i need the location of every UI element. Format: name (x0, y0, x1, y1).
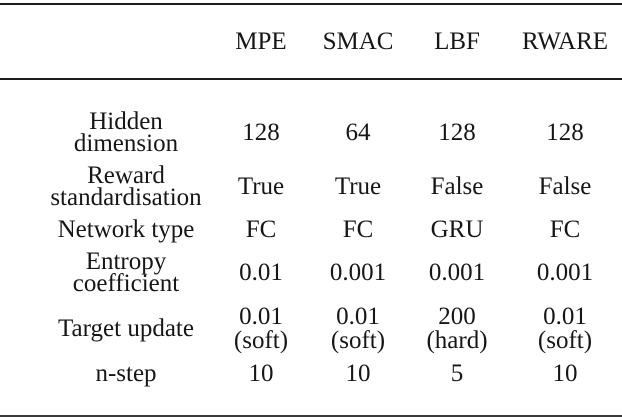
column-header-rware: RWARE (521, 27, 609, 55)
cell-value: 0.001 (428, 259, 486, 286)
cell-value: False (538, 173, 592, 200)
table-row-target-update: Target update 0.01 (soft) 0.01 (soft) 20… (0, 300, 622, 358)
cell-value: 10 (552, 360, 578, 387)
row-label: n-step (95, 360, 157, 387)
table-bottom-rule (0, 415, 622, 417)
column-header-smac: SMAC (322, 27, 394, 55)
table-body: Hidden dimension 128 64 128 128 Reward s… (0, 80, 622, 415)
cell-value: 0.01 (soft) (233, 303, 289, 354)
cell-value: 5 (450, 360, 464, 387)
cell-value: 0.001 (329, 259, 387, 286)
table-header-row: MPE SMAC LBF RWARE (0, 5, 622, 78)
row-label: Reward standardisation (50, 162, 202, 211)
cell-value: 128 (438, 119, 476, 146)
row-label: Network type (57, 216, 195, 243)
table-row-network-type: Network type FC FC GRU FC (0, 214, 622, 246)
cell-value: FC (245, 216, 277, 243)
cell-value: 0.001 (536, 259, 594, 286)
table-row-entropy-coefficient: Entropy coefficient 0.01 0.001 0.001 0.0… (0, 246, 622, 300)
column-header-mpe: MPE (235, 27, 287, 55)
cell-value: 0.01 (239, 259, 283, 286)
table-row-n-step: n-step 10 10 5 10 (0, 358, 622, 390)
cell-value: 10 (248, 360, 274, 387)
cell-value: True (237, 173, 285, 200)
table-row-hidden-dimension: Hidden dimension 128 64 128 128 (0, 106, 622, 160)
cell-value: 0.01 (soft) (330, 303, 386, 354)
cell-value: FC (549, 216, 581, 243)
cell-value: False (430, 173, 484, 200)
table-row-reward-standardisation: Reward standardisation True True False F… (0, 160, 622, 214)
cell-value: 10 (345, 360, 371, 387)
table-header-rule (0, 78, 622, 80)
cell-value: GRU (430, 216, 484, 243)
cell-value: 64 (345, 119, 371, 146)
cell-value: True (334, 173, 382, 200)
row-label: Hidden dimension (73, 108, 179, 157)
row-label: Target update (58, 315, 194, 342)
cell-value: 0.01 (soft) (537, 303, 593, 354)
row-label: Entropy coefficient (72, 248, 180, 297)
cell-value: 128 (242, 119, 280, 146)
column-header-lbf: LBF (434, 27, 480, 55)
cell-value: 128 (546, 119, 584, 146)
cell-value: 200 (hard) (426, 303, 488, 354)
cell-value: FC (342, 216, 374, 243)
table-top-rule (0, 3, 622, 5)
